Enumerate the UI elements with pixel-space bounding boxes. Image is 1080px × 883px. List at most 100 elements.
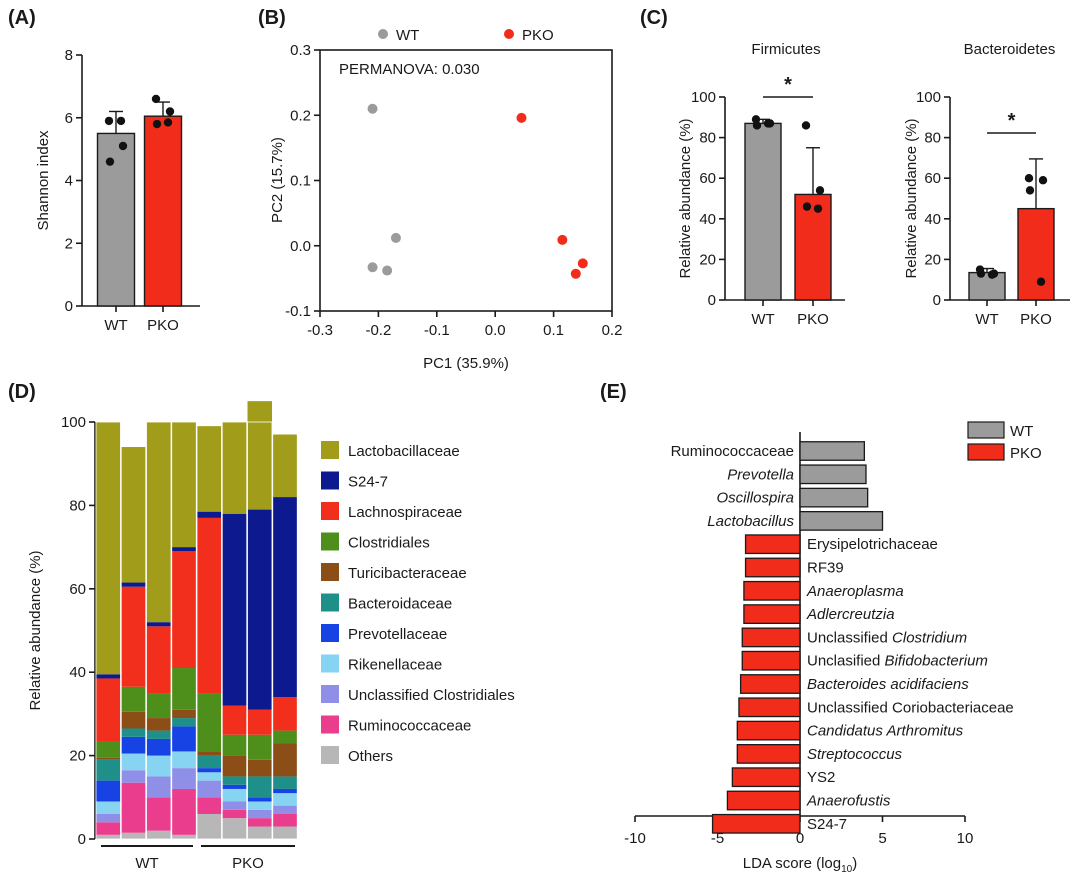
legend-label: Ruminococcaceae	[348, 718, 471, 735]
legend-swatch-pko	[967, 443, 1005, 461]
sample-bar-outline	[120, 421, 147, 840]
data-point	[1036, 277, 1046, 286]
lda-bar-label-text: Candidatus Arthromitus	[807, 723, 964, 740]
legend-marker-pko	[504, 29, 514, 39]
bar-wt	[744, 122, 782, 301]
scatter-point-wt	[367, 262, 378, 273]
sample-bar-outline	[196, 421, 222, 840]
data-point	[987, 270, 997, 279]
panel-label-a: (A)	[8, 7, 36, 29]
y-tick-label: 20	[924, 251, 941, 268]
y-tick-label: 0.2	[290, 107, 311, 124]
stack-segment	[146, 830, 171, 839]
y-tick-label: 4	[65, 173, 73, 190]
x-tick-label: WT	[751, 311, 774, 328]
lda-bar-label: RF39	[807, 560, 844, 577]
y-tick-label: 20	[69, 748, 86, 765]
stack-segment	[146, 797, 171, 831]
lda-bar-wt	[799, 510, 884, 531]
stack-segment	[272, 776, 298, 789]
x-tick-label: 0.1	[543, 322, 564, 339]
x-tick-label: PKO	[1020, 311, 1052, 328]
stack-segment	[247, 401, 272, 510]
stack-segment	[96, 801, 121, 814]
stack-segment	[171, 751, 197, 769]
stack-segment	[272, 743, 298, 777]
legend-label-wt: WT	[1010, 423, 1033, 440]
lda-bar-label-text: Unclasified	[807, 653, 885, 670]
stack-segment	[247, 759, 272, 777]
stack-segment	[121, 770, 146, 783]
legend-swatch	[321, 593, 339, 612]
y-tick-label: 40	[699, 211, 716, 228]
lda-bar-label: Anaeroplasma	[806, 583, 904, 600]
lda-bar-label: Bacteroides acidifaciens	[807, 676, 969, 693]
stack-segment	[171, 718, 197, 727]
stack-segment	[222, 784, 247, 789]
stack-segment	[247, 709, 272, 735]
stack-segment	[272, 697, 298, 731]
legend-swatch	[321, 685, 339, 703]
group-label-wt: WT	[135, 855, 158, 872]
stack-segment	[247, 734, 272, 760]
lda-bar-label-text: Streptococcus	[807, 746, 903, 763]
lda-bar-label: Adlercreutzia	[806, 606, 895, 623]
scatter-point-pko	[516, 112, 527, 123]
y-tick-label: 0	[708, 292, 716, 309]
stack-segment	[121, 686, 146, 712]
data-point	[752, 121, 762, 130]
lda-bar-label-text: Anaeroplasma	[806, 583, 904, 600]
y-tick-label: 60	[924, 170, 941, 187]
data-point	[105, 157, 115, 166]
stack-segment	[197, 751, 222, 756]
x-tick-label: -0.1	[424, 322, 450, 339]
lda-bar-pko	[726, 790, 801, 811]
lda-bar-label: S24-7	[807, 816, 847, 833]
stack-segment	[171, 709, 197, 719]
panel-d-stacked-chart: 0 20 40 60 80 100 Relative abundance (%) WT PKO L…	[27, 401, 515, 872]
stack-segment	[121, 782, 146, 833]
lda-bar-wt	[799, 487, 869, 508]
stack-segment	[272, 497, 298, 698]
stack-segment	[247, 801, 272, 810]
chart-title: Bacteroidetes	[964, 41, 1056, 58]
stack-segment	[121, 728, 146, 737]
lda-bar-label: Lactobacillus	[707, 513, 794, 530]
stack-segment	[197, 780, 222, 798]
stack-segment	[247, 809, 272, 819]
stack-segment	[197, 693, 222, 752]
data-point	[976, 269, 986, 278]
lda-bar-pko	[711, 813, 801, 834]
lda-bar-label-text: Unclassified Coriobacteriaceae	[807, 699, 1014, 716]
stack-segment	[121, 582, 146, 587]
stack-segment	[222, 788, 247, 802]
y-tick-label: 40	[69, 664, 86, 681]
lda-bar-label: Erysipelotrichaceae	[807, 536, 938, 553]
x-axis-label: LDA score (log10)	[743, 855, 858, 875]
stack-segment	[222, 734, 247, 756]
stack-segment	[146, 422, 171, 623]
lda-bar-label: Unclassified Coriobacteriaceae	[807, 699, 1014, 716]
sample-bar-outline	[95, 421, 121, 840]
bar-pko	[143, 115, 183, 307]
y-tick-label: 80	[699, 130, 716, 147]
x-tick-label: WT	[975, 311, 998, 328]
lda-bar-label-text: Adlercreutzia	[806, 606, 895, 623]
y-tick-label: 100	[61, 414, 86, 431]
lda-bar-label-text: Bacteroides acidifaciens	[807, 676, 969, 693]
stack-segment	[146, 730, 171, 739]
x-tick-label: -10	[624, 830, 646, 847]
legend-swatch	[321, 746, 339, 764]
data-point	[763, 119, 773, 128]
lda-bar-pko	[739, 674, 801, 694]
stack-segment	[121, 736, 146, 754]
stack-segment	[96, 757, 121, 760]
x-tick-label: -5	[711, 830, 724, 847]
stack-segment	[272, 730, 298, 744]
legend-swatch	[321, 715, 339, 734]
stack-segment	[247, 826, 272, 839]
group-label-pko: PKO	[232, 855, 264, 872]
stack-segment	[171, 834, 197, 839]
stack-segment	[171, 668, 197, 710]
